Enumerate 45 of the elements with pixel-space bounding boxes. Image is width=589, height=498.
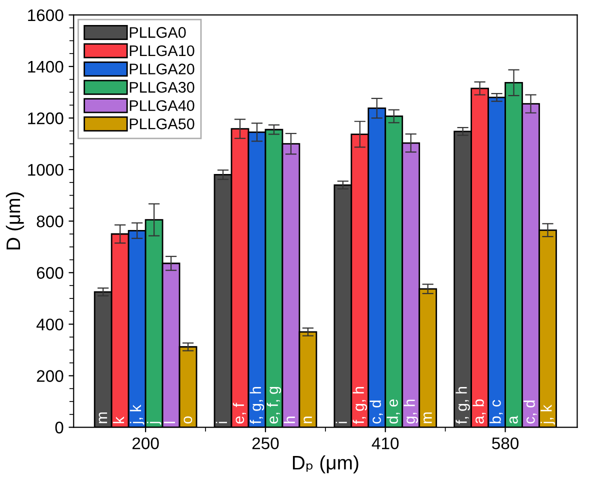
- y-tick-label: 800: [36, 216, 64, 228]
- data-label: l: [164, 422, 175, 424]
- data-label: j: [146, 422, 162, 425]
- x-tick-label: 200: [132, 437, 159, 450]
- data-label: i: [216, 422, 227, 424]
- legend-label: PLLGA40: [130, 100, 194, 112]
- data-label: o: [184, 416, 192, 424]
- y-tick-label: 1000: [28, 164, 64, 176]
- legend-label: PLLGA10: [130, 45, 194, 56]
- data-label: c, d: [370, 400, 383, 424]
- data-label: a, b: [472, 399, 486, 424]
- data-label: i: [336, 422, 347, 424]
- data-label: f, g, h: [250, 386, 264, 424]
- y-tick-label: 1400: [28, 60, 64, 73]
- y-tick-label: 400: [36, 318, 64, 330]
- data-label: f, g, h: [456, 386, 470, 424]
- y-tick-label: 1600: [28, 9, 64, 22]
- x-axis-title: Dₚ (μm): [292, 455, 358, 474]
- data-label: n: [304, 416, 312, 424]
- data-label: e, f, g: [266, 386, 282, 424]
- data-label: b, c: [490, 400, 503, 424]
- data-label: m: [424, 412, 432, 424]
- legend-label: PLLGA20: [130, 64, 194, 74]
- y-tick-label: 0: [55, 422, 64, 434]
- data-label: a: [510, 416, 518, 424]
- data-label: m: [98, 412, 108, 424]
- y-axis-title: D (μm): [6, 192, 24, 250]
- legend-label: PLLGA50: [130, 118, 194, 130]
- x-tick-label: 580: [492, 437, 519, 450]
- legend-label: PLLGA30: [130, 82, 194, 93]
- x-tick-label: 250: [252, 437, 279, 450]
- x-tick-label: 410: [372, 437, 399, 450]
- data-label: c, d: [524, 400, 537, 424]
- data-label: j, k: [130, 404, 144, 425]
- y-tick-label: 600: [36, 267, 64, 279]
- data-label: j, k: [540, 404, 555, 425]
- data-label: d, e: [386, 399, 400, 424]
- legend-label: PLLGA0: [130, 27, 186, 38]
- data-label: e, f: [232, 402, 246, 424]
- data-label: h: [284, 416, 295, 424]
- y-tick-label: 1200: [28, 112, 64, 124]
- data-label: k: [112, 416, 124, 424]
- data-label: g, h: [404, 400, 418, 424]
- y-tick-label: 200: [36, 370, 64, 382]
- data-label: f, g, h: [352, 386, 368, 424]
